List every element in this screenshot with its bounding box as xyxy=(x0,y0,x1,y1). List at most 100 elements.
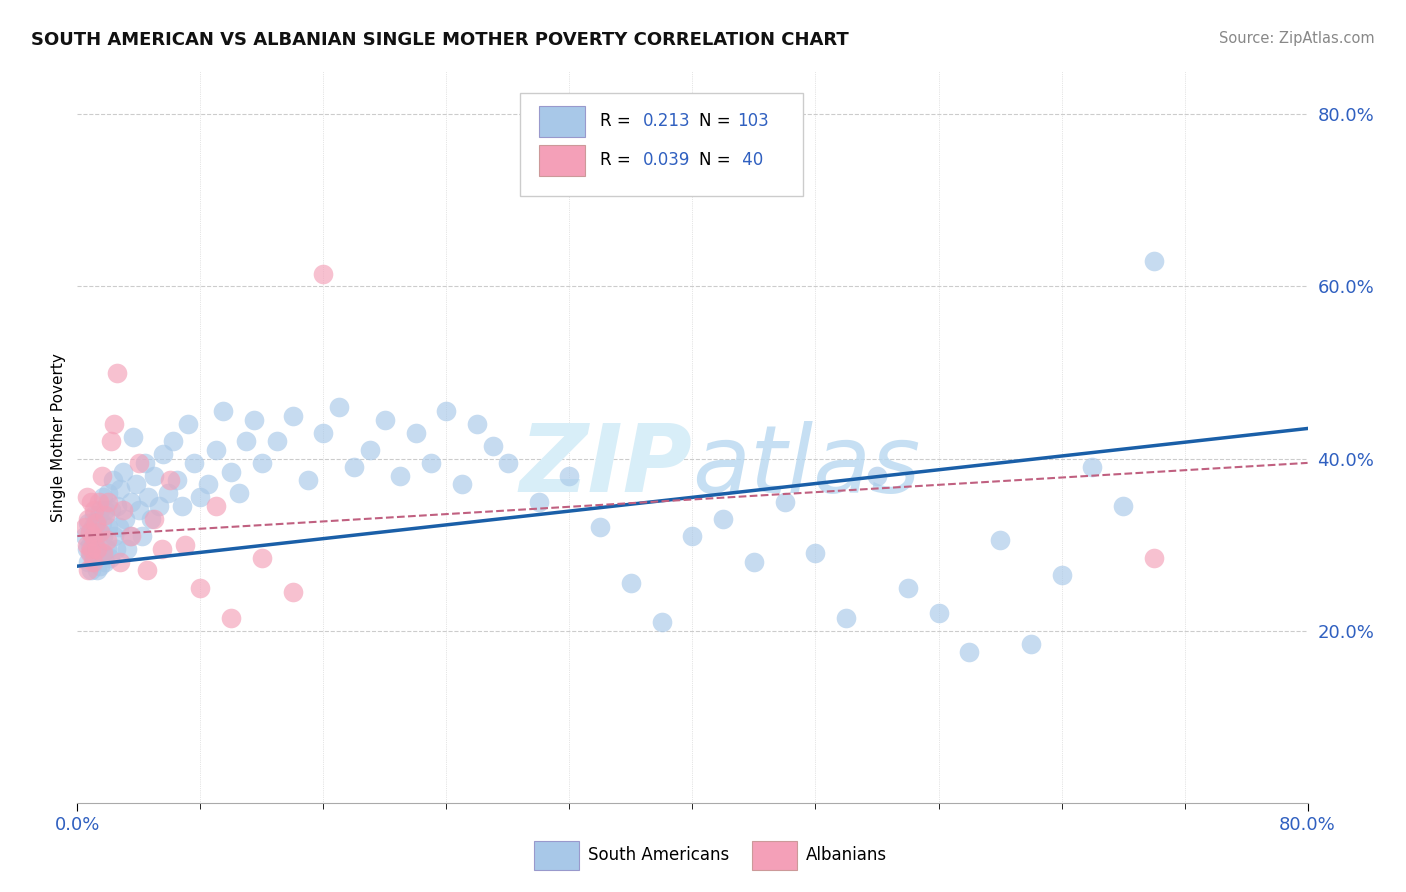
Point xyxy=(79,524,101,539)
Point xyxy=(77,516,100,530)
Point xyxy=(87,494,110,508)
Point xyxy=(101,473,124,487)
Point xyxy=(114,512,136,526)
Point xyxy=(100,503,122,517)
Point xyxy=(389,468,412,483)
Point xyxy=(558,468,581,483)
Point xyxy=(112,503,135,517)
Point xyxy=(96,541,118,556)
Point xyxy=(136,491,159,505)
Point xyxy=(1143,253,1166,268)
Point xyxy=(250,456,273,470)
Point xyxy=(93,529,115,543)
Point xyxy=(343,460,366,475)
Point xyxy=(897,581,920,595)
Point xyxy=(420,456,443,470)
Text: South Americans: South Americans xyxy=(588,847,728,864)
Point xyxy=(97,486,120,500)
Point xyxy=(183,456,205,470)
Point xyxy=(94,555,117,569)
Point xyxy=(100,434,122,449)
Point xyxy=(82,529,104,543)
Text: 0.213: 0.213 xyxy=(644,112,690,130)
Point xyxy=(773,494,796,508)
Point xyxy=(112,465,135,479)
Point xyxy=(1081,460,1104,475)
Point xyxy=(82,555,104,569)
Point xyxy=(77,555,100,569)
Point xyxy=(86,512,108,526)
Text: ZIP: ZIP xyxy=(520,420,693,512)
Point xyxy=(79,538,101,552)
Point xyxy=(80,564,103,578)
Point xyxy=(204,499,226,513)
Point xyxy=(79,524,101,539)
Text: SOUTH AMERICAN VS ALBANIAN SINGLE MOTHER POVERTY CORRELATION CHART: SOUTH AMERICAN VS ALBANIAN SINGLE MOTHER… xyxy=(31,31,849,49)
Point xyxy=(110,555,132,569)
Point xyxy=(120,529,142,543)
Point xyxy=(174,538,197,552)
Point xyxy=(162,434,184,449)
Point xyxy=(131,529,153,543)
Point xyxy=(527,494,550,508)
Point xyxy=(170,499,193,513)
Point xyxy=(988,533,1011,548)
Point xyxy=(250,550,273,565)
Point xyxy=(219,611,242,625)
Point xyxy=(212,404,235,418)
Point xyxy=(108,520,131,534)
Point xyxy=(1019,637,1042,651)
Point xyxy=(103,417,125,432)
Point xyxy=(177,417,200,432)
Point xyxy=(157,486,180,500)
Point xyxy=(135,564,157,578)
Point xyxy=(682,529,704,543)
Text: N =: N = xyxy=(699,112,730,130)
FancyBboxPatch shape xyxy=(520,94,803,195)
Point xyxy=(620,576,643,591)
Text: Albanians: Albanians xyxy=(806,847,887,864)
Point xyxy=(436,404,458,418)
Point xyxy=(97,494,120,508)
Point xyxy=(84,529,107,543)
Point xyxy=(1050,567,1073,582)
Y-axis label: Single Mother Poverty: Single Mother Poverty xyxy=(51,352,66,522)
Point xyxy=(134,456,156,470)
Point xyxy=(94,508,117,522)
Point xyxy=(1143,550,1166,565)
Point xyxy=(835,611,858,625)
Point xyxy=(93,491,115,505)
Text: 103: 103 xyxy=(737,112,769,130)
Point xyxy=(128,503,150,517)
Text: R =: R = xyxy=(600,151,636,169)
Point xyxy=(405,425,427,440)
FancyBboxPatch shape xyxy=(538,106,585,137)
Point xyxy=(83,508,105,522)
Point xyxy=(128,456,150,470)
Point xyxy=(121,430,143,444)
Point xyxy=(957,645,980,659)
Point xyxy=(450,477,472,491)
Point xyxy=(89,559,111,574)
Point xyxy=(105,366,128,380)
Point xyxy=(118,529,141,543)
Point xyxy=(150,541,173,556)
Point xyxy=(77,564,100,578)
Text: 0.039: 0.039 xyxy=(644,151,690,169)
Point xyxy=(374,413,396,427)
Point xyxy=(188,491,212,505)
Point xyxy=(481,439,503,453)
Text: Source: ZipAtlas.com: Source: ZipAtlas.com xyxy=(1219,31,1375,46)
Point xyxy=(297,473,319,487)
Point xyxy=(84,516,107,530)
Point xyxy=(82,533,104,548)
Point xyxy=(312,425,335,440)
Point xyxy=(204,442,226,457)
Point xyxy=(166,473,188,487)
Point xyxy=(82,520,104,534)
Point xyxy=(76,491,98,505)
Point xyxy=(84,541,107,556)
Point xyxy=(76,538,98,552)
Point xyxy=(86,564,108,578)
Point xyxy=(89,524,111,539)
